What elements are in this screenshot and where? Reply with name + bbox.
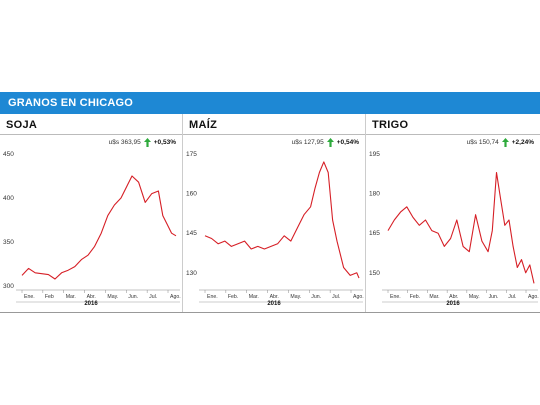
year-label: 2016 (267, 301, 281, 307)
x-tick-label: Mar. (66, 294, 76, 300)
section-header: GRANOS EN CHICAGO (0, 92, 540, 114)
x-tick-label: May. (469, 294, 480, 300)
up-arrow-icon (326, 138, 334, 147)
x-tick-label: Abr. (270, 294, 279, 300)
line-chart-maiz: 130 145 160 175 Ene. Feb. Mar. Abr. May. Jun. Jul.… (186, 151, 364, 303)
change-value: +0,53% (153, 139, 176, 146)
panel-trigo: TRIGO u$s 150,74 +2,24% 150 165 180 195 Ene.… (366, 114, 540, 312)
panel-title: MAÍZ (189, 119, 218, 131)
up-arrow-icon (143, 138, 151, 147)
x-tick-label: Ago. (528, 294, 539, 300)
y-tick-label: 130 (186, 270, 197, 277)
price-row: u$s 150,74 +2,24% (467, 138, 534, 147)
price-value: u$s 127,95 (291, 139, 324, 146)
y-tick-label: 400 (3, 195, 14, 202)
price-row: u$s 127,95 +0,54% (292, 138, 359, 147)
panel-title: SOJA (6, 119, 38, 131)
line-chart-trigo: 150 165 180 195 Ene. Feb. Mar. Abr. May. Jun. Jul.… (369, 151, 539, 303)
x-tick-label: Jun. (489, 294, 499, 300)
x-tick-label: Abr. (87, 294, 96, 300)
x-tick-label: Jul. (149, 294, 157, 300)
x-tick-label: Feb (45, 294, 54, 300)
change-value: +2,24% (511, 139, 534, 146)
x-tick-label: Abr. (449, 294, 458, 300)
year-label: 2016 (84, 301, 98, 307)
panel-rule (366, 134, 540, 135)
panel-divider (365, 114, 366, 312)
x-tick-label: Feb. (228, 294, 238, 300)
year-label: 2016 (446, 301, 460, 307)
y-tick-label: 150 (369, 270, 380, 277)
x-tick-label: Ene. (390, 294, 401, 300)
x-tick-label: Jun. (311, 294, 321, 300)
y-tick-label: 195 (369, 151, 380, 158)
price-value: u$s 363,95 (108, 139, 141, 146)
panel-maiz: MAÍZ u$s 127,95 +0,54% 130 145 160 175 Ene. F… (183, 114, 365, 312)
x-tick-label: Ene. (24, 294, 35, 300)
y-tick-label: 300 (3, 283, 14, 290)
y-tick-label: 350 (3, 239, 14, 246)
series-line (204, 161, 360, 279)
chart-frame: GRANOS EN CHICAGO SOJA u$s 363,95 +0,53%… (0, 92, 540, 313)
x-tick-label: Ene. (207, 294, 218, 300)
price-row: u$s 363,95 +0,53% (109, 138, 176, 147)
y-tick-label: 450 (3, 151, 14, 158)
x-tick-label: Ago. (353, 294, 364, 300)
x-tick-label: May. (290, 294, 301, 300)
panel-divider (182, 114, 183, 312)
x-tick-label: Mar. (429, 294, 439, 300)
x-tick-label: Jul. (332, 294, 340, 300)
x-tick-label: Mar. (249, 294, 259, 300)
x-tick-label: Feb. (410, 294, 420, 300)
y-tick-label: 160 (186, 191, 197, 198)
y-tick-label: 145 (186, 230, 197, 237)
y-tick-label: 175 (186, 151, 197, 158)
series-line (21, 175, 177, 280)
x-tick-label: Jul. (508, 294, 516, 300)
series-line (387, 171, 535, 284)
change-value: +0,54% (336, 139, 359, 146)
x-tick-label: Ago. (170, 294, 181, 300)
y-tick-label: 180 (369, 191, 380, 198)
y-tick-label: 165 (369, 230, 380, 237)
line-chart-soja: 300 350 400 450 Ene. Feb Mar. Abr. May. Jun. Jul. A… (3, 151, 181, 303)
panel-title: TRIGO (372, 119, 409, 131)
panel-rule (183, 134, 365, 135)
price-value: u$s 150,74 (466, 139, 499, 146)
x-tick-label: May. (107, 294, 118, 300)
panel-rule (0, 134, 182, 135)
x-tick-label: Jun. (128, 294, 138, 300)
up-arrow-icon (501, 138, 509, 147)
panel-soja: SOJA u$s 363,95 +0,53% 300 350 400 450 Ene. F… (0, 114, 182, 312)
